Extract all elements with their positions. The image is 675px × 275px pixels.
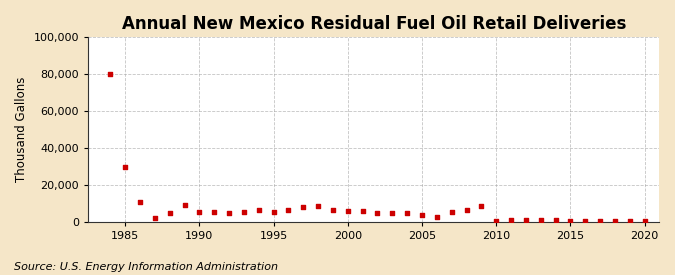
Title: Annual New Mexico Residual Fuel Oil Retail Deliveries: Annual New Mexico Residual Fuel Oil Reta… (122, 15, 626, 33)
Point (506, 218, 516, 222)
Point (610, 219, 620, 223)
Point (402, 210, 412, 215)
Point (119, 165, 130, 169)
Point (565, 219, 576, 223)
Point (446, 209, 457, 214)
Point (298, 205, 308, 210)
Point (550, 218, 561, 223)
Point (461, 208, 472, 212)
Point (580, 218, 591, 223)
Point (431, 215, 442, 219)
Point (595, 219, 605, 223)
Point (639, 219, 650, 224)
Point (179, 203, 190, 207)
Point (238, 209, 249, 214)
Point (491, 219, 502, 223)
Point (416, 213, 427, 218)
Point (357, 208, 368, 213)
Point (372, 210, 383, 215)
Point (223, 211, 234, 215)
Point (520, 218, 531, 223)
Point (149, 216, 160, 220)
Point (327, 208, 338, 212)
Point (134, 200, 145, 205)
Point (164, 211, 175, 216)
Point (476, 204, 487, 208)
Point (283, 208, 294, 212)
Point (342, 208, 353, 213)
Point (624, 219, 635, 223)
Point (253, 208, 264, 213)
Y-axis label: Thousand Gallons: Thousand Gallons (15, 77, 28, 182)
Point (535, 218, 546, 223)
Point (209, 210, 219, 214)
Point (194, 209, 205, 214)
Point (268, 209, 279, 214)
Text: Source: U.S. Energy Information Administration: Source: U.S. Energy Information Administ… (14, 262, 277, 272)
Point (105, 72, 115, 76)
Point (313, 204, 323, 208)
Point (387, 210, 398, 215)
